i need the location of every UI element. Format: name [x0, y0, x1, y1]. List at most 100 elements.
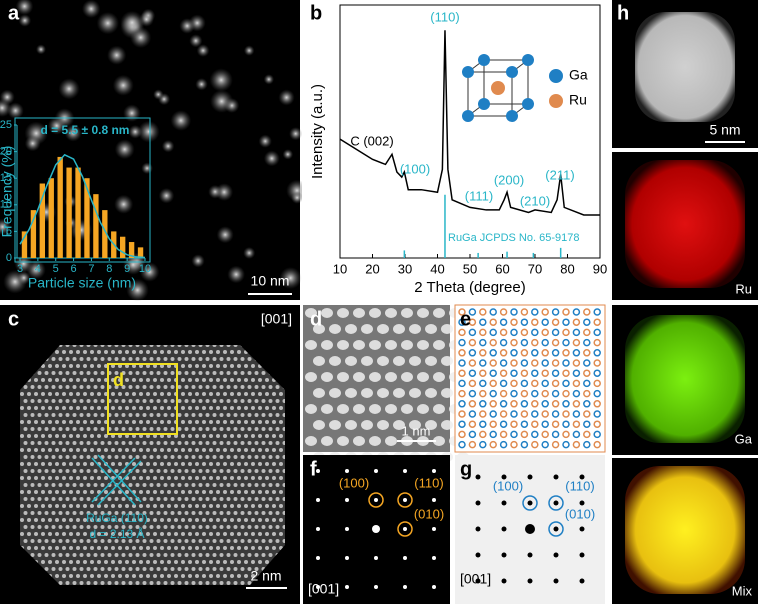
x-tick-label: 30: [398, 261, 412, 276]
atom: [258, 490, 262, 494]
atom: [216, 364, 220, 368]
atom: [219, 345, 224, 347]
atom: [128, 581, 133, 585]
atom: [163, 539, 168, 543]
bar: [120, 236, 126, 258]
atom: [153, 574, 157, 578]
atom: [268, 469, 273, 473]
atom: [79, 371, 84, 375]
atom: [216, 518, 220, 522]
atom: [44, 427, 49, 431]
spot: [345, 585, 349, 589]
atom: [132, 518, 136, 522]
atom: [499, 420, 508, 428]
atom: [121, 525, 126, 529]
atom: [219, 441, 224, 445]
spot: [501, 500, 507, 506]
atom: [72, 455, 77, 459]
spot-marker: [548, 495, 564, 511]
atom: [23, 539, 28, 543]
atom: [282, 497, 285, 501]
particle: [112, 74, 134, 96]
atom: [90, 434, 94, 438]
atom: [90, 392, 94, 396]
atom: [90, 518, 94, 522]
atom: [93, 399, 98, 403]
atom: [76, 490, 80, 494]
atom: [417, 372, 429, 382]
atom: [167, 476, 171, 480]
particle: [96, 11, 119, 35]
atom: [37, 497, 42, 501]
atom: [118, 350, 122, 354]
atom: [489, 430, 497, 439]
atom: [520, 410, 529, 418]
atom: [184, 469, 189, 473]
atom: [551, 318, 560, 326]
atom: [237, 392, 241, 396]
spot: [501, 552, 507, 558]
atom: [142, 441, 147, 445]
atom: [135, 525, 140, 529]
atom: [240, 413, 245, 417]
atom: [268, 455, 273, 459]
atom: [27, 490, 31, 494]
atom: [86, 345, 91, 347]
atom: [572, 349, 581, 357]
atom: [135, 539, 140, 543]
atom: [275, 525, 280, 529]
atom: [265, 462, 269, 466]
atom: [72, 413, 77, 417]
atom: [135, 553, 140, 557]
particle: [195, 78, 208, 91]
atom: [195, 546, 199, 550]
atom: [223, 392, 227, 396]
atom: [489, 308, 497, 316]
atom: [184, 371, 189, 375]
atom: [247, 385, 252, 389]
atom: [142, 469, 147, 473]
atom: [226, 357, 231, 361]
atom: [425, 388, 437, 398]
atom: [593, 420, 601, 428]
atom: [27, 476, 31, 480]
atom: [93, 345, 98, 347]
map-label: Mix: [732, 583, 753, 598]
atom: [541, 379, 549, 388]
atom: [135, 371, 140, 375]
atom: [114, 345, 119, 347]
atom: [212, 385, 217, 389]
atom: [313, 356, 325, 366]
atom: [244, 532, 248, 536]
atom: [233, 427, 238, 431]
atom: [233, 357, 238, 361]
atom: [205, 497, 210, 501]
atom: [76, 518, 80, 522]
atom: [230, 364, 234, 368]
atom: [51, 427, 56, 431]
atom: [551, 389, 560, 398]
atom: [62, 546, 66, 550]
atom: [468, 389, 477, 398]
atom: [142, 539, 147, 543]
atom: [244, 546, 248, 550]
atom: [156, 345, 161, 347]
atom: [572, 400, 581, 408]
atom: [86, 371, 91, 375]
spot: [403, 556, 407, 560]
atom: [184, 497, 189, 501]
spot: [432, 469, 436, 473]
atom: [153, 476, 157, 480]
atom: [135, 441, 140, 445]
atom: [174, 448, 178, 452]
ru-map: [625, 160, 745, 288]
atom: [83, 462, 87, 466]
atom: [100, 427, 105, 431]
panel-h: [612, 0, 758, 604]
atom: [195, 364, 199, 368]
atom: [167, 406, 171, 410]
atom: [261, 427, 266, 431]
atom: [146, 378, 150, 382]
spot: [403, 498, 407, 502]
atom: [265, 532, 269, 536]
